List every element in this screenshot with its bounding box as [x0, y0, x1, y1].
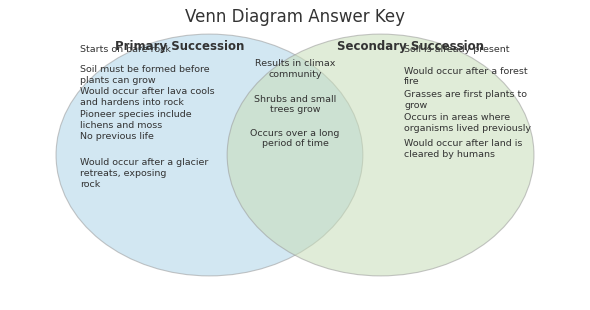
Text: Shrubs and small
trees grow: Shrubs and small trees grow [254, 95, 336, 114]
Ellipse shape [56, 34, 363, 276]
Text: Secondary Succession: Secondary Succession [336, 40, 484, 53]
Text: Soil is already present: Soil is already present [404, 45, 510, 54]
Text: Occurs over a long
period of time: Occurs over a long period of time [250, 129, 340, 148]
Text: Occurs in areas where
organisms lived previously: Occurs in areas where organisms lived pr… [404, 113, 531, 133]
Text: Soil must be formed before
plants can grow: Soil must be formed before plants can gr… [80, 65, 209, 85]
Text: Would occur after lava cools
and hardens into rock: Would occur after lava cools and hardens… [80, 87, 214, 107]
Text: Would occur after land is
cleared by humans: Would occur after land is cleared by hum… [404, 140, 523, 159]
Text: No previous life: No previous life [80, 132, 153, 141]
Text: Grasses are first plants to
grow: Grasses are first plants to grow [404, 90, 527, 110]
Text: Pioneer species include
lichens and moss: Pioneer species include lichens and moss [80, 110, 191, 130]
Text: Venn Diagram Answer Key: Venn Diagram Answer Key [185, 8, 405, 26]
Text: Primary Succession: Primary Succession [115, 40, 245, 53]
Ellipse shape [227, 34, 534, 276]
Text: Results in climax
community: Results in climax community [255, 59, 335, 79]
Text: Would occur after a glacier
retreats, exposing
rock: Would occur after a glacier retreats, ex… [80, 158, 208, 188]
Text: Would occur after a forest
fire: Would occur after a forest fire [404, 67, 528, 86]
Text: Starts on bare rock: Starts on bare rock [80, 45, 171, 54]
